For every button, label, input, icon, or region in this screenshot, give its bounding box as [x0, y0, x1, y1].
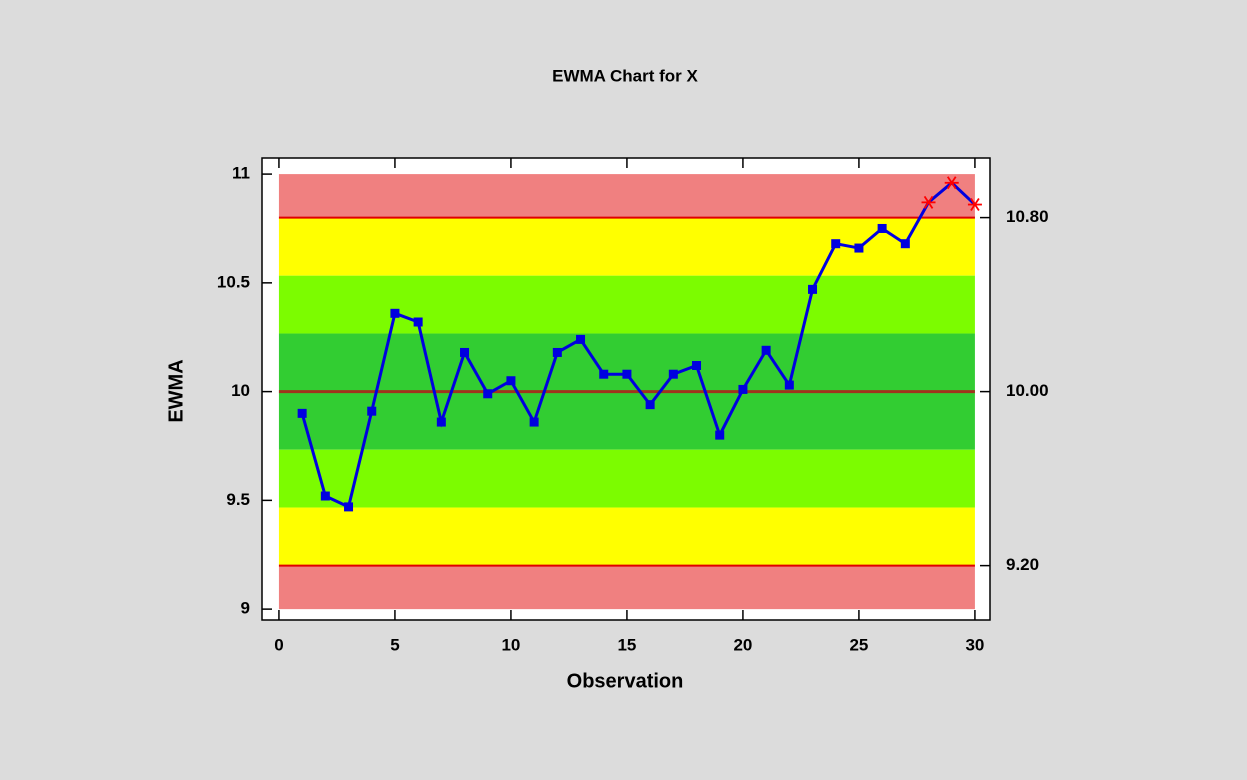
point: [645, 400, 655, 410]
asterisk-stroke: [923, 195, 934, 209]
point: [784, 380, 794, 390]
y2-tick-label: 9.20: [1006, 555, 1039, 574]
zone: [278, 217, 975, 276]
point: [831, 239, 841, 249]
zone: [278, 507, 975, 566]
y-axis-label: EWMA: [165, 359, 187, 422]
chart-title: EWMA Chart for X: [552, 66, 698, 85]
out-of-control-point: [921, 195, 936, 209]
point: [599, 369, 609, 379]
y-tick-label: 9.5: [226, 490, 250, 509]
point: [344, 502, 354, 512]
x-tick-label: 20: [733, 635, 752, 654]
out-of-control-point: [944, 176, 959, 190]
point: [808, 284, 818, 294]
point: [761, 345, 771, 355]
point: [529, 417, 539, 427]
plot-frame: [261, 157, 991, 621]
out-of-control-point: [967, 198, 982, 212]
point: [436, 417, 446, 427]
x-tick-label: 0: [274, 635, 283, 654]
zone: [278, 174, 975, 218]
y-tick-label: 9: [241, 599, 250, 618]
point: [622, 369, 632, 379]
x-tick-label: 15: [617, 635, 636, 654]
y-tick-label: 10.5: [217, 272, 250, 291]
point: [877, 223, 887, 233]
point: [413, 317, 423, 327]
point: [854, 243, 864, 253]
y2-tick-label: 10.80: [1006, 207, 1049, 226]
y-tick-label: 11: [232, 164, 250, 183]
point: [668, 369, 678, 379]
point: [367, 406, 377, 416]
x-tick-label: 10: [501, 635, 520, 654]
point: [320, 491, 330, 501]
y2-tick-label: 10.00: [1006, 381, 1049, 400]
point: [297, 408, 307, 418]
x-tick-label: 30: [965, 635, 984, 654]
y-tick-label: 10: [231, 381, 250, 400]
x-axis-label: Observation: [567, 670, 684, 692]
point: [483, 389, 493, 399]
point: [692, 361, 702, 371]
point: [738, 384, 748, 394]
x-tick-label: 5: [390, 635, 399, 654]
point: [390, 308, 400, 318]
asterisk-stroke: [946, 176, 957, 190]
zone: [278, 275, 975, 334]
point: [715, 430, 725, 440]
point: [506, 376, 516, 386]
x-tick-label: 25: [849, 635, 868, 654]
asterisk-stroke: [970, 198, 980, 212]
point: [576, 334, 586, 344]
point: [460, 347, 470, 357]
zone: [278, 449, 975, 508]
zone: [278, 565, 975, 610]
point: [552, 347, 562, 357]
point: [900, 239, 910, 249]
